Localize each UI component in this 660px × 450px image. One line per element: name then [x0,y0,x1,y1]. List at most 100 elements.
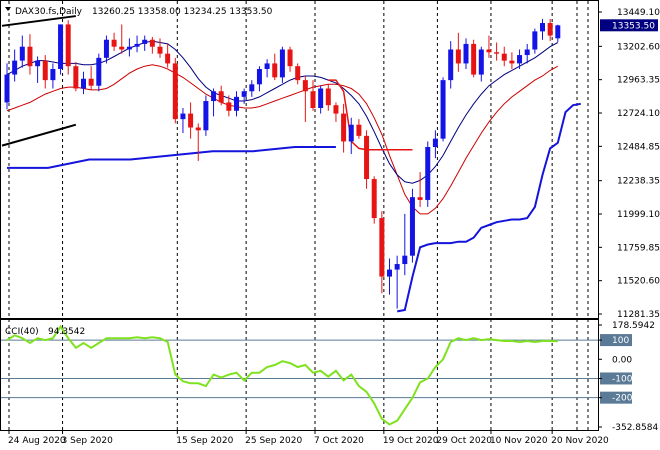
candle-body-bear [111,39,117,47]
candle-body-bear [88,78,94,86]
candle [371,176,377,224]
date-tick-label: 20 Nov 2020 [551,436,609,446]
candle [4,63,10,110]
candle-body-bull [234,96,239,111]
candle-body-bull [19,46,25,61]
candle [73,62,79,92]
candle [157,38,163,58]
candle-body-bull [532,31,538,50]
cci-tick-label: 100 [612,336,629,346]
cci-level-tag [600,391,632,404]
price-tag-background [600,19,658,32]
candle-body-bear [310,91,316,109]
candle-body-bear [272,63,278,78]
date-tick-label: 19 Oct 2020 [383,436,439,446]
candle-body-bear [195,127,201,131]
price-axis: 13449.10 13202.60 12963.35 12724.10 12484.85… [598,8,660,320]
candle [540,18,545,40]
candle [149,36,155,54]
candle-body-bear [371,179,377,219]
candle [65,20,71,75]
candle [517,49,523,69]
candle [103,35,109,64]
date-tick-label: 25 Sep 2020 [245,436,302,446]
candle-body-bear [501,53,507,61]
candle [27,34,33,75]
cci-value-label: 94.3542 [48,327,85,337]
candle [96,53,102,92]
candle [348,117,354,154]
candle [463,38,469,69]
candle [295,63,301,85]
candle [471,39,477,78]
candle-body-bull [394,264,400,270]
last-price-tag: 13353.50 [600,19,658,32]
date-tick-label: 24 Aug 2020 [8,436,66,446]
candle-body-bear [325,88,331,106]
candle [409,188,415,263]
candle-body-bull [180,113,186,120]
candle [241,88,247,104]
candle-body-bull [142,39,148,44]
candle [279,46,285,83]
candle [524,43,530,64]
price-tick-label: 12963.35 [617,76,660,86]
price-tick-label: 11520.60 [617,277,660,287]
candle-body-bull [555,25,561,39]
candle-body-bull [402,255,408,265]
candle [42,55,48,89]
candle-body-bear [364,135,370,180]
cci-panel-frame [0,319,599,431]
candle-body-bear [42,60,48,81]
cci-tick-label: 0.00 [612,355,632,365]
cci-axis: 178.5942 100 0.00 -100 -200 -352.8584 [598,321,658,433]
candle-body-bull [279,49,285,78]
candle-body-bull [12,60,18,75]
candle [478,46,484,82]
candle [134,35,140,53]
candle [81,71,86,95]
candle [180,108,186,134]
candle-body-bull [318,88,324,109]
candle [494,42,500,61]
candle-body-bear [494,52,500,54]
candle-body-bear [379,218,385,277]
candle [256,66,262,92]
candle [547,18,553,42]
candle-body-bull [134,43,140,47]
candle-body-bear [287,49,293,67]
candle [310,80,316,111]
price-tick-label: 11759.85 [617,243,660,253]
candle-body-bear [486,49,492,53]
candle [318,85,324,114]
candle [203,95,209,136]
candle-body-bear [302,80,308,92]
price-tick-label: 12238.35 [617,177,660,187]
date-tick-label: 15 Sep 2020 [176,436,233,446]
cci-tick-label: 178.5942 [612,321,655,331]
price-tick-label: 12724.10 [617,109,660,119]
candle-body-bear [547,23,553,36]
cci-tick-label: -352.8584 [612,423,658,433]
candle [440,77,446,142]
candle [287,46,293,72]
candle-body-bear [165,53,171,64]
candle-body-bear [218,91,224,103]
cci-tick-label: -100 [612,374,633,384]
triangle-down-icon[interactable] [5,7,11,11]
price-tick-label: 12484.85 [617,142,660,152]
candle-body-bear [455,49,461,64]
candle-body-bull [432,138,438,148]
candle-body-bull [409,197,415,256]
candle [119,24,125,54]
candle-body-bear [149,39,155,47]
candle [425,141,431,207]
candle [387,258,392,295]
candle [218,85,224,106]
candle-body-bull [241,91,247,97]
candle [226,95,232,117]
candle-body-bull [211,91,217,102]
